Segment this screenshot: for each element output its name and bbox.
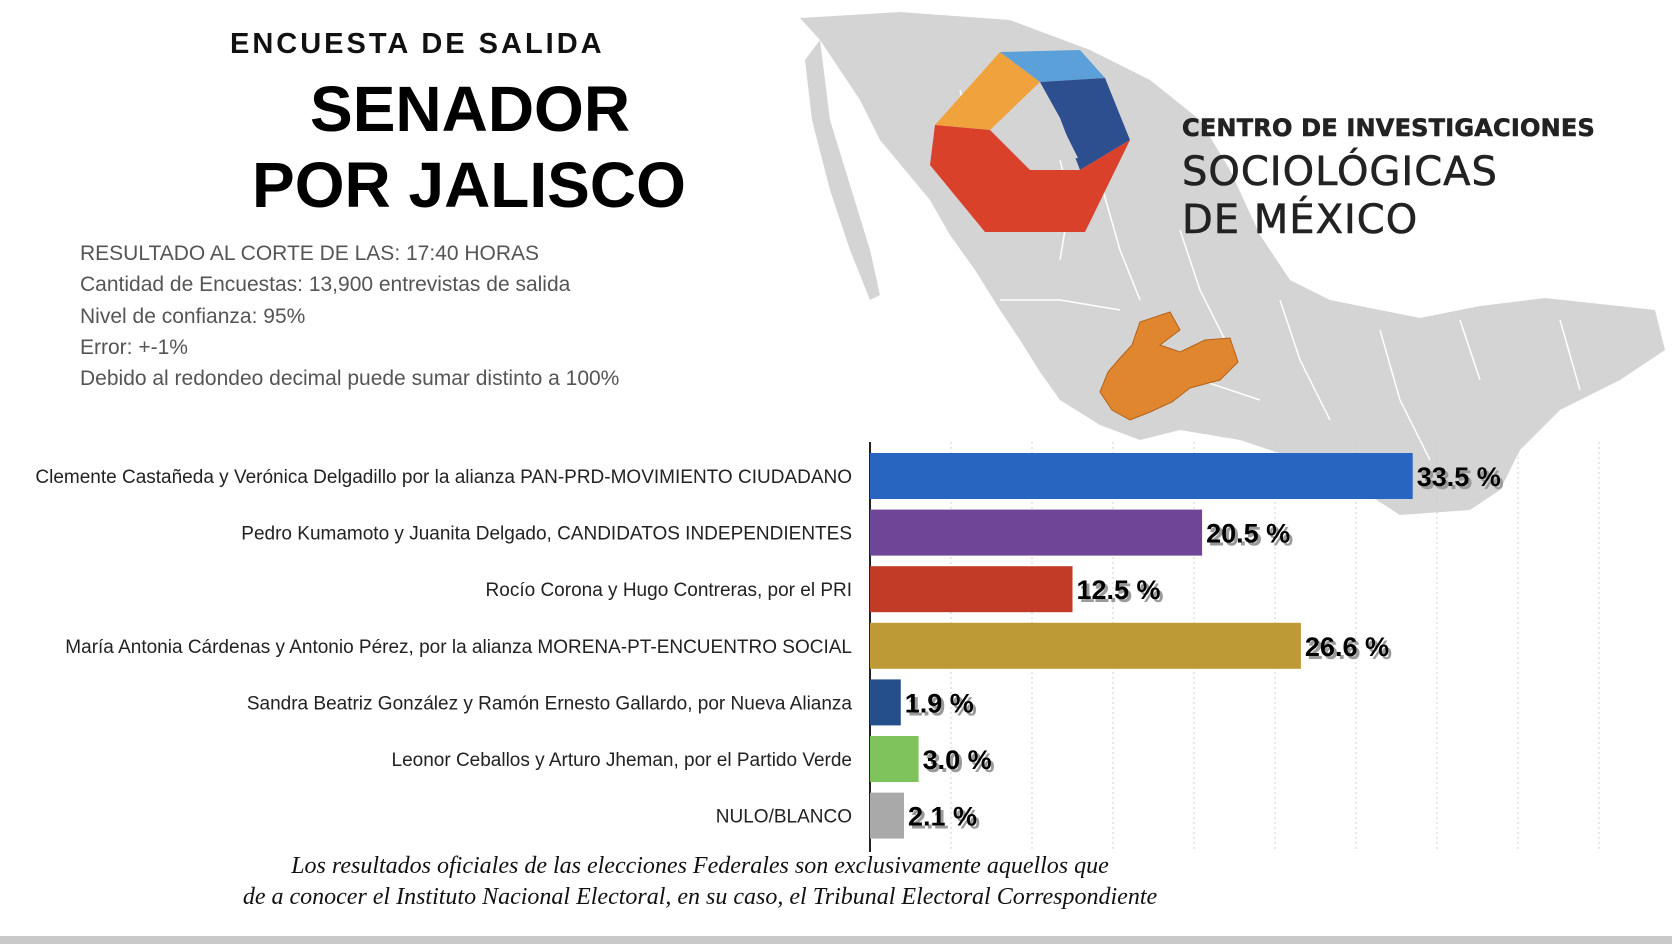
organization-line2: SOCIOLÓGICAS bbox=[1182, 149, 1498, 196]
cutoff-time-text: RESULTADO AL CORTE DE LAS: 17:40 HORAS bbox=[80, 242, 540, 265]
disclaimer-line1: Los resultados oficiales de las eleccion… bbox=[291, 853, 1109, 879]
confidence-text: Nivel de confianza: 95% bbox=[80, 304, 306, 328]
survey-kicker: ENCUESTA DE SALIDA bbox=[230, 28, 605, 60]
bar bbox=[870, 453, 1413, 499]
value-label-shadow: 33.5 % bbox=[1420, 465, 1504, 495]
jalisco-state bbox=[1099, 311, 1239, 421]
bar bbox=[870, 566, 1073, 613]
value-label-shadow: 2.1 % bbox=[911, 805, 980, 835]
bar bbox=[870, 509, 1203, 556]
category-label: Clemente Castañeda y Verónica Delgadillo… bbox=[35, 467, 852, 488]
value-label: 3.0 % bbox=[923, 745, 992, 775]
logo-red-segment bbox=[930, 125, 1130, 232]
survey-count-text: Cantidad de Encuestas: 13,900 entrevista… bbox=[80, 273, 571, 297]
category-label: María Antonia Cárdenas y Antonio Pérez, … bbox=[65, 637, 852, 658]
category-label: NULO/BLANCO bbox=[716, 807, 852, 828]
bottom-strip bbox=[0, 936, 1672, 944]
value-label: 1.9 % bbox=[905, 688, 974, 718]
value-label-shadow: 1.9 % bbox=[908, 691, 977, 721]
bar bbox=[870, 792, 905, 839]
csm-logo-icon bbox=[930, 50, 1130, 232]
chart-category-labels: Clemente Castañeda y Verónica Delgadillo… bbox=[35, 467, 852, 828]
value-label: 26.6 % bbox=[1305, 632, 1389, 662]
organization-line3: DE MÉXICO bbox=[1182, 197, 1419, 244]
category-label: Pedro Kumamoto y Juanita Delgado, CANDID… bbox=[241, 524, 852, 545]
value-label: 2.1 % bbox=[908, 802, 977, 832]
value-label: 20.5 % bbox=[1206, 519, 1290, 549]
page-title-line2: POR JALISCO bbox=[252, 149, 686, 221]
logo-lightblue-segment bbox=[1000, 50, 1105, 82]
organization-line1: CENTRO DE INVESTIGACIONES bbox=[1182, 114, 1595, 143]
logo-blue-segment bbox=[1040, 78, 1130, 170]
logo-center-hole bbox=[1000, 118, 1078, 164]
value-label-shadow: 3.0 % bbox=[926, 748, 995, 778]
category-label: Rocío Corona y Hugo Contreras, por el PR… bbox=[486, 580, 852, 601]
page-title-line1: SENADOR bbox=[310, 73, 631, 145]
error-text: Error: +-1% bbox=[80, 335, 188, 359]
value-label-shadow: 20.5 % bbox=[1209, 522, 1293, 552]
disclaimer-line2: de a conocer el Instituto Nacional Elect… bbox=[242, 884, 1158, 910]
value-label: 12.5 % bbox=[1077, 575, 1161, 605]
chart-value-labels: 33.5 %33.5 %20.5 %20.5 %12.5 %12.5 %26.6… bbox=[905, 462, 1504, 835]
logo-orange-segment bbox=[935, 52, 1040, 130]
category-label: Sandra Beatriz González y Ramón Ernesto … bbox=[247, 693, 853, 714]
rounding-note: Debido al redondeo decimal puede sumar d… bbox=[80, 367, 620, 391]
bar bbox=[870, 622, 1301, 669]
chart-bars bbox=[870, 453, 1413, 839]
category-label: Leonor Ceballos y Arturo Jheman, por el … bbox=[392, 750, 853, 771]
bar bbox=[870, 679, 901, 726]
value-label: 33.5 % bbox=[1417, 462, 1501, 492]
value-label-shadow: 26.6 % bbox=[1308, 635, 1392, 665]
survey-info: RESULTADO AL CORTE DE LAS: 17:40 HORAS C… bbox=[80, 238, 619, 394]
value-label-shadow: 12.5 % bbox=[1080, 578, 1164, 608]
bar bbox=[870, 736, 919, 782]
organization-name: CENTRO DE INVESTIGACIONES SOCIOLÓGICAS D… bbox=[1182, 108, 1595, 244]
